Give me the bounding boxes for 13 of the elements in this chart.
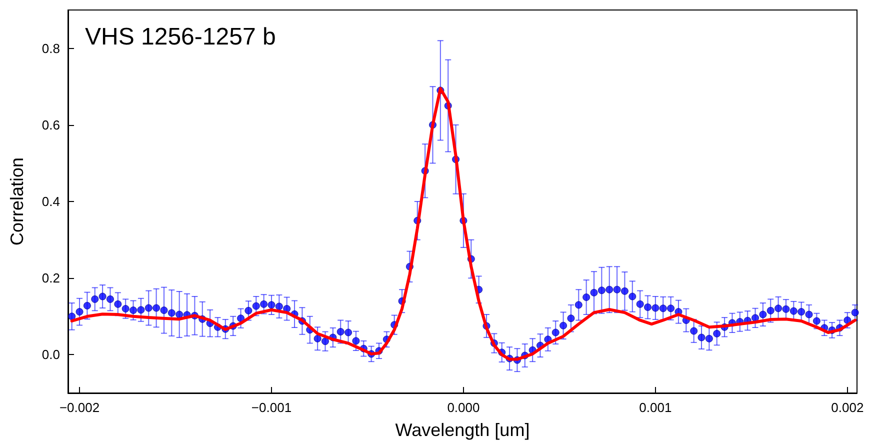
x-tick-label: 0.002 xyxy=(831,400,864,415)
y-tick-label: 0.4 xyxy=(42,194,60,209)
x-tick-label: −0.002 xyxy=(59,400,100,415)
y-tick-label: 0.2 xyxy=(42,270,60,286)
x-axis-title: Wavelength [um] xyxy=(395,420,530,440)
x-tick-label: 0.001 xyxy=(639,400,672,415)
y-axis-title: Correlation xyxy=(7,157,27,246)
y-tick-label: 0.0 xyxy=(42,347,60,362)
y-tick-label: 0.8 xyxy=(42,40,60,56)
y-tick-label: 0.6 xyxy=(42,117,60,132)
text: VHS 1256-1257 b xyxy=(85,24,276,50)
x-tick-label: −0.001 xyxy=(251,400,292,415)
x-tick-label: 0.000 xyxy=(447,400,480,415)
